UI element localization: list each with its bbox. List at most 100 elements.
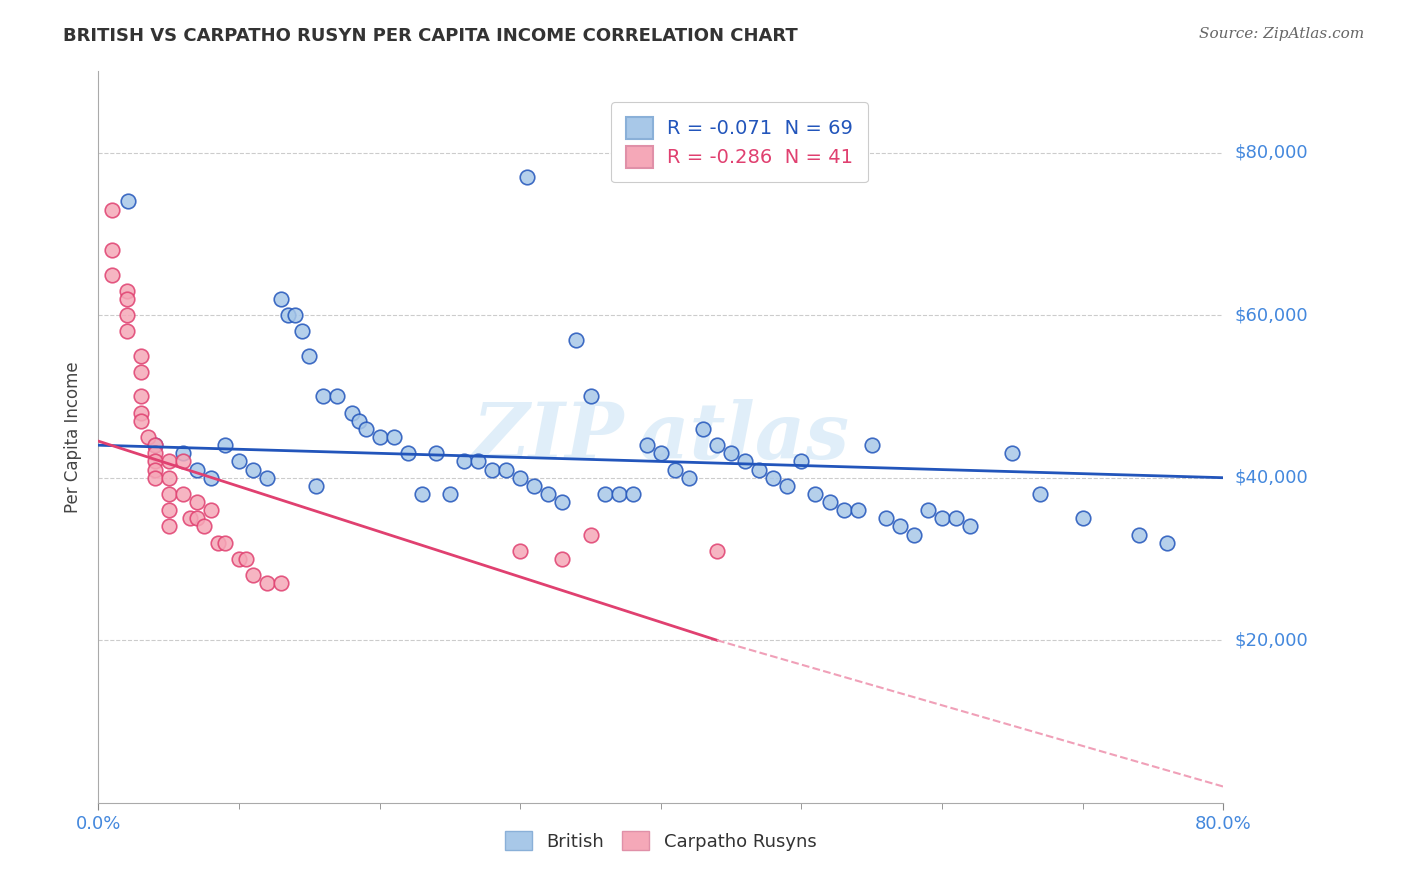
Point	[136, 430, 159, 444]
Point	[347, 414, 370, 428]
Point	[762, 471, 785, 485]
Point	[945, 511, 967, 525]
Point	[129, 349, 152, 363]
Point	[537, 487, 560, 501]
Point	[551, 552, 574, 566]
Point	[903, 527, 925, 541]
Point	[495, 462, 517, 476]
Point	[748, 462, 770, 476]
Point	[523, 479, 546, 493]
Y-axis label: Per Capita Income: Per Capita Income	[65, 361, 83, 513]
Point	[1001, 446, 1024, 460]
Point	[129, 414, 152, 428]
Point	[143, 438, 166, 452]
Point	[157, 519, 180, 533]
Point	[179, 511, 201, 525]
Point	[790, 454, 813, 468]
Point	[354, 422, 377, 436]
Point	[1029, 487, 1052, 501]
Point	[214, 535, 236, 549]
Point	[804, 487, 827, 501]
Point	[115, 284, 138, 298]
Legend: British, Carpatho Rusyns: British, Carpatho Rusyns	[496, 822, 825, 860]
Point	[467, 454, 489, 468]
Point	[115, 325, 138, 339]
Point	[959, 519, 981, 533]
Point	[917, 503, 939, 517]
Point	[172, 454, 194, 468]
Point	[291, 325, 314, 339]
Point	[214, 438, 236, 452]
Point	[411, 487, 433, 501]
Point	[875, 511, 897, 525]
Point	[242, 462, 264, 476]
Point	[565, 333, 588, 347]
Point	[157, 503, 180, 517]
Point	[832, 503, 855, 517]
Point	[396, 446, 419, 460]
Point	[818, 495, 841, 509]
Point	[129, 389, 152, 403]
Point	[481, 462, 503, 476]
Point	[157, 454, 180, 468]
Text: Source: ZipAtlas.com: Source: ZipAtlas.com	[1198, 27, 1364, 41]
Text: $40,000: $40,000	[1234, 468, 1308, 487]
Point	[298, 349, 321, 363]
Point	[129, 365, 152, 379]
Point	[579, 389, 602, 403]
Point	[1071, 511, 1094, 525]
Point	[931, 511, 953, 525]
Point	[256, 471, 278, 485]
Point	[678, 471, 700, 485]
Point	[650, 446, 672, 460]
Point	[636, 438, 658, 452]
Point	[101, 268, 124, 282]
Point	[425, 446, 447, 460]
Text: $20,000: $20,000	[1234, 632, 1308, 649]
Point	[860, 438, 883, 452]
Point	[734, 454, 756, 468]
Point	[284, 308, 307, 322]
Point	[228, 552, 250, 566]
Point	[277, 308, 299, 322]
Point	[117, 194, 139, 209]
Point	[157, 487, 180, 501]
Point	[312, 389, 335, 403]
Text: ZIP atlas: ZIP atlas	[472, 399, 849, 475]
Text: $80,000: $80,000	[1234, 144, 1308, 161]
Point	[242, 568, 264, 582]
Point	[207, 535, 229, 549]
Point	[776, 479, 799, 493]
Point	[172, 446, 194, 460]
Point	[326, 389, 349, 403]
Point	[193, 519, 215, 533]
Text: BRITISH VS CARPATHO RUSYN PER CAPITA INCOME CORRELATION CHART: BRITISH VS CARPATHO RUSYN PER CAPITA INC…	[63, 27, 799, 45]
Point	[1128, 527, 1150, 541]
Point	[621, 487, 644, 501]
Point	[579, 527, 602, 541]
Point	[889, 519, 911, 533]
Point	[692, 422, 714, 436]
Point	[368, 430, 391, 444]
Point	[143, 454, 166, 468]
Point	[101, 243, 124, 257]
Point	[228, 454, 250, 468]
Point	[439, 487, 461, 501]
Point	[172, 487, 194, 501]
Point	[846, 503, 869, 517]
Point	[706, 544, 728, 558]
Point	[143, 446, 166, 460]
Point	[235, 552, 257, 566]
Point	[101, 202, 124, 217]
Point	[720, 446, 742, 460]
Point	[706, 438, 728, 452]
Point	[664, 462, 686, 476]
Point	[509, 471, 531, 485]
Point	[1156, 535, 1178, 549]
Point	[516, 169, 538, 184]
Point	[270, 576, 292, 591]
Point	[340, 406, 363, 420]
Point	[551, 495, 574, 509]
Point	[157, 471, 180, 485]
Point	[129, 406, 152, 420]
